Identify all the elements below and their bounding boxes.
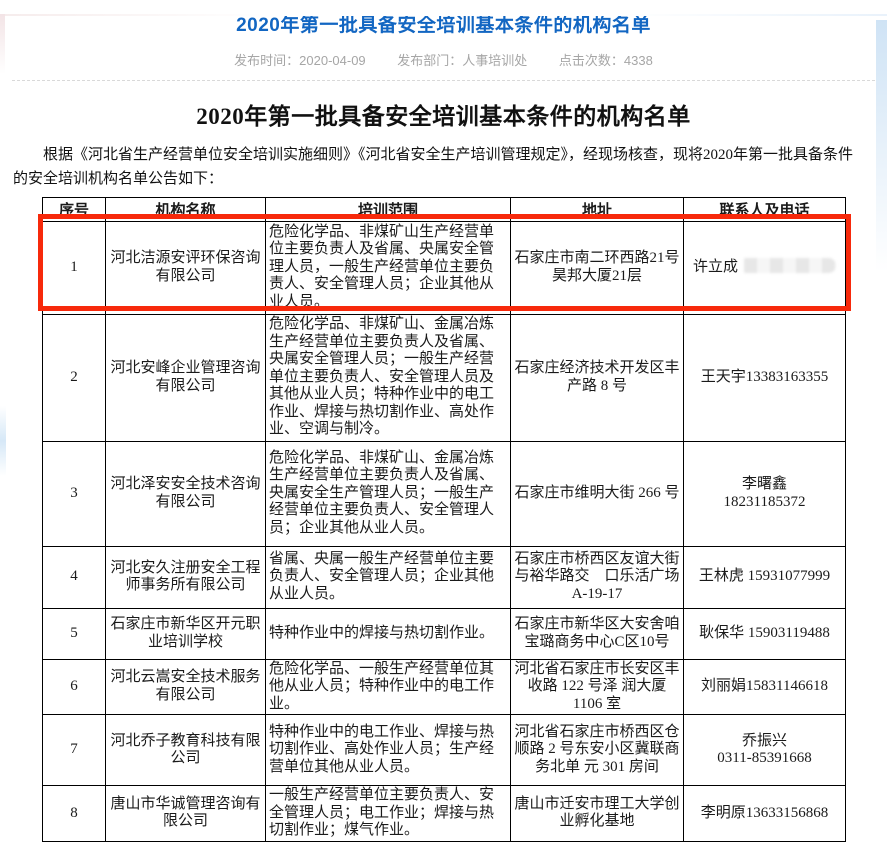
table-wrapper: 序号 机构名称 培训范围 地址 联系人及电话 1 河北洁源安评环保咨询有限公司 危险化学品、… [38,196,851,842]
article-heading: 2020年第一批具备安全培训基本条件的机构名单 [196,103,691,129]
table-row: 4 河北安久注册安全工程师事务所有限公司 省属、央属一般生产经营单位主要负责人、安全… [42,545,846,609]
column-header: 联系人及电话 [683,196,846,222]
cell-address: 石家庄经济技术开发区丰产路 8 号 [510,313,684,442]
cell-contact: 王天宇13383163355 [683,313,846,442]
cell-contact: 乔振兴 0311-85391668 [683,714,846,787]
cell-number: 3 [42,440,106,547]
cell-training-scope: 省属、央属一般生产经营单位主要负责人、安全管理人员；企业其他从业人员。 [265,545,511,609]
publish-department: 发布部门：人事培训处 [397,52,528,68]
intro-paragraph: 根据《河北省生产经营单位安全培训实施细则》《河北省安全生产培训管理规定》，经现场… [13,146,854,187]
meta-line: 发布时间：2020-04-09 发布部门：人事培训处 点击次数：4338 [0,50,887,69]
cell-institution-name: 石家庄市新华区开元职业培训学校 [105,607,266,660]
cell-number: 8 [42,785,106,842]
cell-number: 2 [42,313,106,442]
table-row: 3 河北泽安安全技术咨询有限公司 危险化学品、非煤矿山、金属冶炼生产经营单位主要负责… [42,440,846,547]
cell-institution-name: 河北安峰企业管理咨询有限公司 [105,313,266,442]
cell-contact: 李明原13633156868 [683,785,846,842]
table-header-row: 序号 机构名称 培训范围 地址 联系人及电话 [42,196,846,222]
cell-contact: 刘丽娟15831146618 [683,658,846,716]
column-header: 机构名称 [105,196,266,222]
institutions-table: 序号 机构名称 培训范围 地址 联系人及电话 1 河北洁源安评环保咨询有限公司 危险化学品、… [42,196,846,842]
table-row-highlighted: 1 河北洁源安评环保咨询有限公司 危险化学品、非煤矿山生产经营单位主要负责人及省属、… [42,220,846,315]
cell-institution-name: 河北乔子教育科技有限公司 [105,714,266,787]
cell-institution-name: 河北泽安安全技术咨询有限公司 [105,440,266,547]
cell-training-scope: 危险化学品、一般生产经营单位其他从业人员；特种作业中的电工作业。 [265,658,511,716]
cell-training-scope: 特种作业中的焊接与热切割作业。 [265,607,511,660]
click-count: 点击次数：4338 [558,52,653,68]
cell-address: 河北省石家庄市桥西区仓顺路 2 号东安小区冀联商务北单 元 301 房间 [510,714,684,787]
cell-address: 石家庄市维明大街 266 号 [510,440,684,547]
cell-number: 4 [42,545,106,609]
cell-contact: 王林虎 15931077999 [683,545,846,609]
page-edge-left-top-tint [0,14,5,74]
cell-number: 7 [42,714,106,787]
cell-training-scope: 危险化学品、非煤矿山、金属冶炼生产经营单位主要负责人及省属、央属安全生产管理人员… [265,440,511,547]
table-row: 5 石家庄市新华区开元职业培训学校 特种作业中的焊接与热切割作业。 石家庄市新华区大安… [42,607,846,660]
cell-institution-name: 河北洁源安评环保咨询有限公司 [105,220,266,315]
cell-address: 唐山市迁安市理工大学创业孵化基地 [510,785,684,842]
table-row: 7 河北乔子教育科技有限公司 特种作业中的电工作业、焊接与热切割作业、高处作业人员；… [42,714,846,787]
cell-number: 1 [42,220,106,315]
cell-address: 石家庄市南二环西路21号昊邦大厦21层 [510,220,684,315]
cell-number: 5 [42,607,106,660]
cell-contact: 李曙鑫 18231185372 [683,440,846,547]
cell-contact: 许立成 [683,220,846,315]
cell-training-scope: 危险化学品、非煤矿山、金属冶炼生产经营单位主要负责人及省属、央属安全管理人员；一… [265,313,511,442]
dashed-divider [12,79,875,81]
column-header: 序号 [42,196,106,222]
page-edge-left-mid-tint [0,406,6,476]
column-header: 地址 [510,196,684,222]
table-row: 2 河北安峰企业管理咨询有限公司 危险化学品、非煤矿山、金属冶炼生产经营单位主要负责… [42,313,846,442]
table-row: 8 唐山市华诚管理咨询有限公司 一般生产经营单位主要负责人、安全管理人员；电工作业；… [42,785,846,842]
cell-training-scope: 特种作业中的电工作业、焊接与热切割作业、高处作业人员；生产经营单位其他从业人员。 [265,714,511,787]
cell-address: 石家庄市桥西区友谊大街与裕华路交 口乐活广场 A-19-17 [510,545,684,609]
cell-contact: 耿保华 15903119488 [683,607,846,660]
page-title: 2020年第一批具备安全培训基本条件的机构名单 [236,15,651,36]
table-row: 6 河北云嵩安全技术服务有限公司 危险化学品、一般生产经营单位其他从业人员；特种作业… [42,658,846,716]
page-edge-top-tint [0,14,887,16]
column-header: 培训范围 [265,196,511,222]
cell-training-scope: 危险化学品、非煤矿山生产经营单位主要负责人及省属、央属安全管理人员，一般生产经营… [265,220,511,315]
cell-institution-name: 唐山市华诚管理咨询有限公司 [105,785,266,842]
publish-time: 发布时间：2020-04-09 [234,52,366,68]
table-body: 1 河北洁源安评环保咨询有限公司 危险化学品、非煤矿山生产经营单位主要负责人及省属、… [42,220,846,842]
cell-number: 6 [42,658,106,716]
redacted-phone-blur [744,258,836,274]
cell-institution-name: 河北安久注册安全工程师事务所有限公司 [105,545,266,609]
cell-training-scope: 一般生产经营单位主要负责人、安全管理人员；电工作业；焊接与热切割作业；煤气作业。 [265,785,511,842]
cell-institution-name: 河北云嵩安全技术服务有限公司 [105,658,266,716]
cell-address: 石家庄市新华区大安舍咱宝璐商务中心C区10号 [510,607,684,660]
page-edge-right-tint [876,20,887,300]
cell-address: 河北省石家庄市长安区丰收路 122 号泽 润大厦 1106 室 [510,658,684,716]
